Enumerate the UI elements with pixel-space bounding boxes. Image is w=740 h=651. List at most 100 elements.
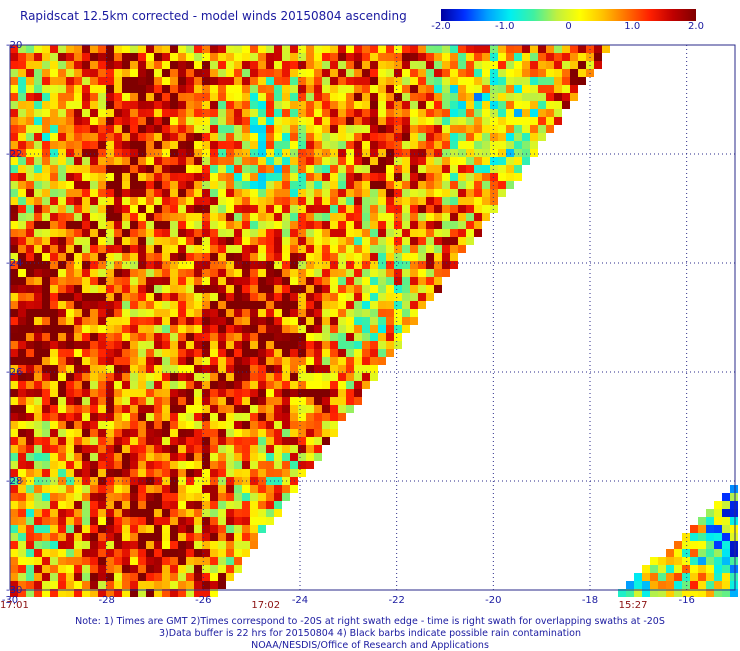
wind-cell (194, 197, 202, 205)
wind-cell (418, 149, 426, 157)
wind-cell (258, 101, 266, 109)
wind-cell (82, 109, 90, 117)
wind-cell (162, 405, 170, 413)
wind-cell (402, 93, 410, 101)
wind-cell (458, 181, 466, 189)
wind-cell (258, 437, 266, 445)
wind-cell (138, 413, 146, 421)
wind-cell (10, 181, 18, 189)
wind-cell (466, 141, 474, 149)
wind-cell (34, 133, 42, 141)
wind-cell (234, 389, 242, 397)
wind-cell (282, 85, 290, 93)
wind-cell (98, 349, 106, 357)
wind-cell (178, 85, 186, 93)
wind-cell (90, 69, 98, 77)
wind-cell (162, 285, 170, 293)
wind-cell (122, 461, 130, 469)
wind-cell (314, 445, 322, 453)
wind-cell (282, 69, 290, 77)
wind-cell (394, 165, 402, 173)
wind-cell (202, 101, 210, 109)
wind-cell (466, 221, 474, 229)
wind-cell (18, 453, 26, 461)
wind-cell (130, 197, 138, 205)
wind-cell (98, 61, 106, 69)
wind-cell (226, 125, 234, 133)
wind-cell (82, 205, 90, 213)
wind-cell (42, 253, 50, 261)
wind-cell (162, 549, 170, 557)
wind-cell (354, 125, 362, 133)
wind-cell (578, 61, 586, 69)
wind-cell (290, 173, 298, 181)
wind-cell (10, 541, 18, 549)
wind-cell (226, 301, 234, 309)
wind-cell (122, 157, 130, 165)
wind-cell (50, 69, 58, 77)
wind-cell (346, 301, 354, 309)
wind-cell (130, 437, 138, 445)
wind-cell (362, 85, 370, 93)
wind-cell (66, 357, 74, 365)
wind-cell (234, 309, 242, 317)
wind-cell (218, 189, 226, 197)
wind-cell (138, 333, 146, 341)
wind-cell (250, 493, 258, 501)
wind-cell (298, 221, 306, 229)
wind-cell (258, 381, 266, 389)
wind-cell (434, 237, 442, 245)
wind-cell (170, 397, 178, 405)
wind-cell (690, 581, 698, 589)
wind-cell (154, 557, 162, 565)
wind-cell (298, 285, 306, 293)
wind-cell (170, 53, 178, 61)
wind-cell (498, 69, 506, 77)
wind-cell (554, 77, 562, 85)
wind-cell (378, 117, 386, 125)
wind-cell (410, 125, 418, 133)
wind-cell (282, 373, 290, 381)
wind-cell (266, 149, 274, 157)
wind-cell (386, 277, 394, 285)
wind-cell (266, 125, 274, 133)
wind-cell (370, 237, 378, 245)
wind-cell (370, 285, 378, 293)
wind-cell (186, 525, 194, 533)
wind-cell (394, 181, 402, 189)
wind-cell (394, 325, 402, 333)
wind-cell (138, 381, 146, 389)
wind-cell (154, 461, 162, 469)
wind-cell (474, 101, 482, 109)
wind-cell (450, 237, 458, 245)
wind-cell (130, 445, 138, 453)
wind-cell (322, 341, 330, 349)
wind-cell (570, 69, 578, 77)
wind-cell (450, 229, 458, 237)
wind-cell (522, 141, 530, 149)
wind-cell (258, 389, 266, 397)
wind-cell (354, 381, 362, 389)
wind-cell (154, 549, 162, 557)
wind-cell (146, 549, 154, 557)
wind-cell (18, 53, 26, 61)
wind-cell (402, 133, 410, 141)
wind-cell (314, 205, 322, 213)
wind-cell (410, 157, 418, 165)
wind-cell (282, 453, 290, 461)
wind-cell (378, 109, 386, 117)
wind-cell (194, 581, 202, 589)
wind-cell (122, 541, 130, 549)
wind-cell (242, 365, 250, 373)
wind-cell (90, 93, 98, 101)
wind-cell (426, 109, 434, 117)
wind-cell (298, 277, 306, 285)
wind-cell (42, 365, 50, 373)
wind-cell (682, 533, 690, 541)
wind-cell (90, 365, 98, 373)
wind-cell (370, 197, 378, 205)
wind-cell (394, 45, 402, 53)
wind-cell (18, 229, 26, 237)
wind-cell (18, 205, 26, 213)
wind-cell (34, 317, 42, 325)
